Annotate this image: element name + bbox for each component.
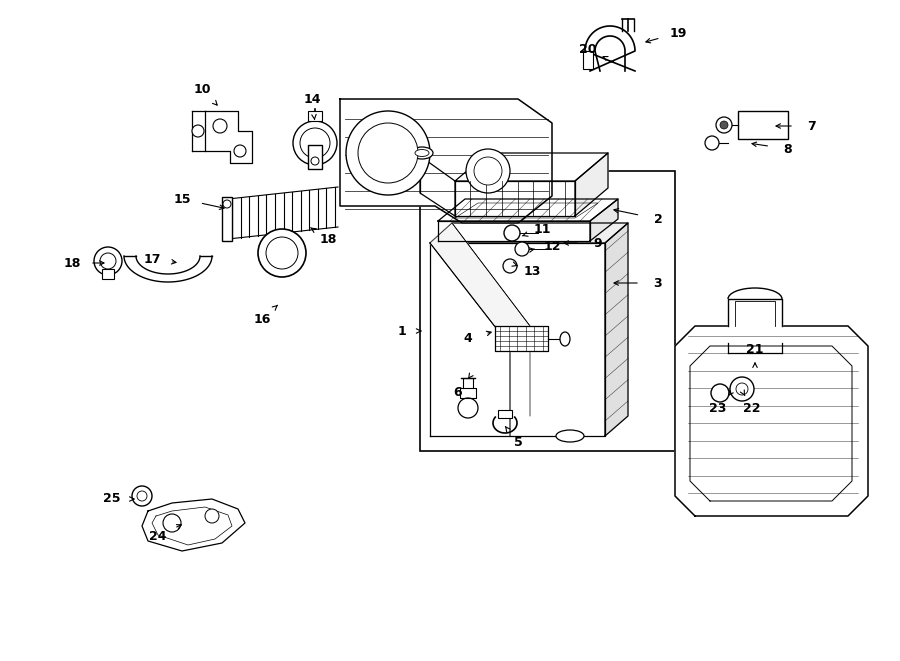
Circle shape xyxy=(300,128,330,158)
Text: 17: 17 xyxy=(143,253,161,266)
Text: 25: 25 xyxy=(104,492,121,506)
Circle shape xyxy=(266,237,298,269)
Polygon shape xyxy=(575,153,608,216)
Polygon shape xyxy=(455,153,608,181)
Circle shape xyxy=(503,259,517,273)
Bar xyxy=(102,269,114,279)
Polygon shape xyxy=(430,223,530,346)
Bar xyxy=(222,197,232,241)
Polygon shape xyxy=(590,199,618,241)
Bar xyxy=(738,111,788,139)
Polygon shape xyxy=(728,299,782,326)
Circle shape xyxy=(474,157,502,185)
Text: 20: 20 xyxy=(580,42,597,56)
Circle shape xyxy=(504,225,520,241)
Text: 22: 22 xyxy=(743,403,760,416)
Polygon shape xyxy=(585,26,635,71)
Polygon shape xyxy=(605,223,628,436)
Circle shape xyxy=(223,200,231,208)
Circle shape xyxy=(258,229,306,277)
Polygon shape xyxy=(124,256,212,282)
Circle shape xyxy=(137,491,147,501)
Bar xyxy=(498,410,512,418)
Circle shape xyxy=(205,509,219,523)
Text: 18: 18 xyxy=(63,256,81,270)
Circle shape xyxy=(515,242,529,256)
Circle shape xyxy=(234,145,246,157)
Polygon shape xyxy=(690,346,852,501)
Circle shape xyxy=(100,253,116,269)
Text: 23: 23 xyxy=(709,403,726,416)
Ellipse shape xyxy=(411,147,433,159)
Text: 3: 3 xyxy=(653,276,662,290)
Text: 10: 10 xyxy=(194,83,211,95)
Circle shape xyxy=(213,119,227,133)
Circle shape xyxy=(736,383,748,395)
Text: 7: 7 xyxy=(807,120,816,132)
Bar xyxy=(583,51,593,69)
Circle shape xyxy=(346,111,430,195)
Circle shape xyxy=(458,398,478,418)
Polygon shape xyxy=(340,99,552,223)
Text: 6: 6 xyxy=(454,387,463,399)
Text: 1: 1 xyxy=(398,325,407,338)
Polygon shape xyxy=(460,388,476,398)
Bar xyxy=(308,145,322,169)
Circle shape xyxy=(711,384,729,402)
Ellipse shape xyxy=(415,149,429,157)
Polygon shape xyxy=(495,326,548,351)
Bar xyxy=(308,111,322,121)
Text: 4: 4 xyxy=(464,332,472,346)
Circle shape xyxy=(132,486,152,506)
Circle shape xyxy=(94,247,122,275)
Circle shape xyxy=(730,377,754,401)
Text: 18: 18 xyxy=(320,233,337,245)
Text: 9: 9 xyxy=(594,237,602,249)
Polygon shape xyxy=(438,199,618,221)
Polygon shape xyxy=(430,243,605,436)
Circle shape xyxy=(163,514,181,532)
Text: 16: 16 xyxy=(253,313,271,325)
Text: 8: 8 xyxy=(784,143,792,155)
Text: 19: 19 xyxy=(670,26,687,40)
Circle shape xyxy=(358,123,418,183)
Polygon shape xyxy=(205,111,252,163)
Text: 11: 11 xyxy=(533,223,551,235)
Polygon shape xyxy=(675,326,868,516)
Circle shape xyxy=(720,121,728,129)
Text: 13: 13 xyxy=(523,264,541,278)
Circle shape xyxy=(311,157,319,165)
Text: 5: 5 xyxy=(514,436,522,449)
Text: 12: 12 xyxy=(544,239,561,253)
Polygon shape xyxy=(455,181,575,216)
Circle shape xyxy=(192,125,204,137)
Polygon shape xyxy=(430,223,628,243)
Text: 2: 2 xyxy=(653,212,662,225)
Circle shape xyxy=(466,149,510,193)
Ellipse shape xyxy=(560,332,570,346)
Text: 21: 21 xyxy=(746,342,764,356)
Polygon shape xyxy=(438,221,590,241)
Polygon shape xyxy=(142,499,245,551)
Text: 15: 15 xyxy=(173,192,191,206)
Bar xyxy=(420,171,675,451)
Circle shape xyxy=(705,136,719,150)
Text: 24: 24 xyxy=(149,529,166,543)
Polygon shape xyxy=(420,156,455,216)
Text: 14: 14 xyxy=(303,93,320,106)
Circle shape xyxy=(716,117,732,133)
Ellipse shape xyxy=(556,430,584,442)
Circle shape xyxy=(293,121,337,165)
